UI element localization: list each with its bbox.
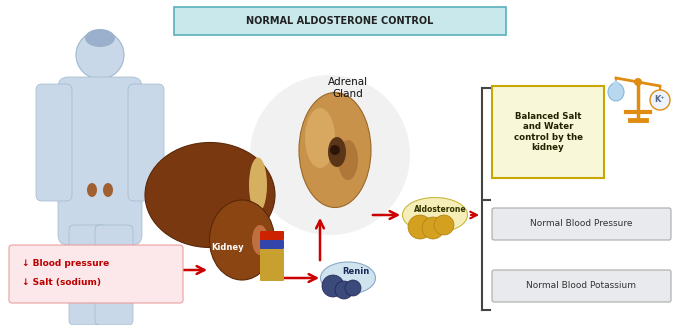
- Circle shape: [434, 215, 454, 235]
- Ellipse shape: [87, 183, 97, 197]
- Text: K⁺: K⁺: [654, 96, 666, 105]
- Ellipse shape: [249, 158, 267, 213]
- Circle shape: [345, 280, 361, 296]
- FancyBboxPatch shape: [492, 208, 671, 240]
- FancyBboxPatch shape: [92, 78, 108, 96]
- Circle shape: [250, 75, 410, 235]
- FancyBboxPatch shape: [492, 270, 671, 302]
- Ellipse shape: [299, 93, 371, 207]
- Text: Adrenal
Gland: Adrenal Gland: [328, 77, 368, 99]
- FancyBboxPatch shape: [9, 245, 183, 303]
- Circle shape: [422, 217, 444, 239]
- Text: Renin: Renin: [342, 267, 370, 277]
- FancyBboxPatch shape: [69, 225, 107, 325]
- FancyBboxPatch shape: [492, 86, 604, 178]
- FancyBboxPatch shape: [260, 231, 284, 240]
- Text: Normal Blood Potassium: Normal Blood Potassium: [526, 281, 636, 291]
- FancyBboxPatch shape: [260, 249, 284, 281]
- Ellipse shape: [608, 83, 624, 101]
- Circle shape: [634, 78, 642, 86]
- Circle shape: [650, 90, 670, 110]
- Circle shape: [330, 145, 340, 155]
- Ellipse shape: [252, 225, 268, 255]
- Text: Aldosterone: Aldosterone: [414, 205, 466, 214]
- Ellipse shape: [338, 140, 358, 180]
- Ellipse shape: [328, 137, 346, 167]
- Ellipse shape: [85, 29, 115, 47]
- Ellipse shape: [305, 108, 335, 168]
- Circle shape: [76, 31, 124, 79]
- FancyBboxPatch shape: [128, 84, 164, 201]
- Ellipse shape: [402, 198, 468, 232]
- Circle shape: [322, 275, 344, 297]
- Text: Normal Blood Pressure: Normal Blood Pressure: [531, 219, 633, 228]
- Text: Balanced Salt
and Water
control by the
kidney: Balanced Salt and Water control by the k…: [514, 112, 582, 152]
- Text: Kidney: Kidney: [211, 243, 244, 253]
- Ellipse shape: [209, 200, 274, 280]
- Ellipse shape: [145, 142, 275, 248]
- Text: ↓ Blood pressure: ↓ Blood pressure: [22, 258, 109, 267]
- Polygon shape: [611, 80, 621, 84]
- Text: ↓ Salt (sodium): ↓ Salt (sodium): [22, 278, 101, 287]
- FancyBboxPatch shape: [58, 77, 142, 245]
- Ellipse shape: [321, 262, 375, 294]
- FancyBboxPatch shape: [260, 240, 284, 249]
- FancyBboxPatch shape: [36, 84, 72, 201]
- FancyBboxPatch shape: [174, 7, 506, 35]
- Circle shape: [335, 281, 353, 299]
- Ellipse shape: [103, 183, 113, 197]
- FancyBboxPatch shape: [95, 225, 133, 325]
- Circle shape: [408, 215, 432, 239]
- Text: NORMAL ALDOSTERONE CONTROL: NORMAL ALDOSTERONE CONTROL: [246, 16, 434, 26]
